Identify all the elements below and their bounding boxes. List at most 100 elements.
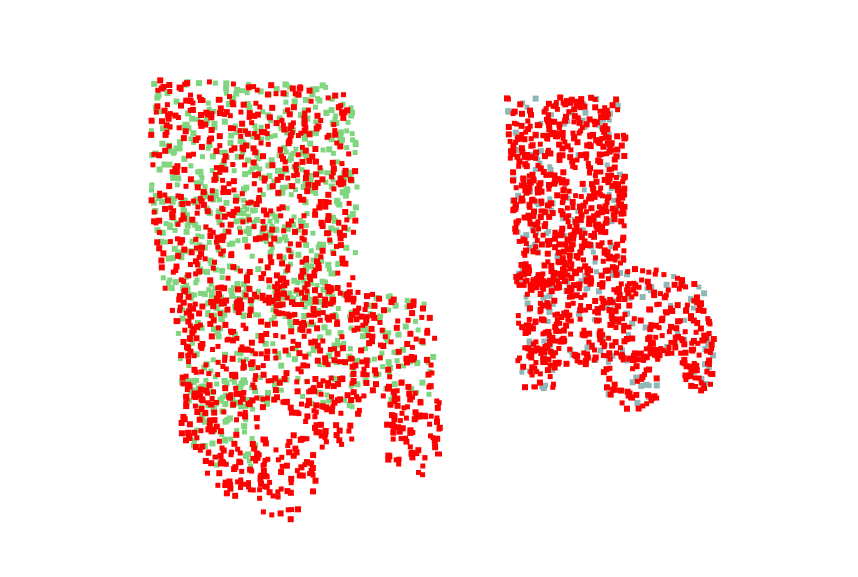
point (544, 238, 550, 244)
point (305, 321, 312, 328)
point (204, 117, 210, 124)
point (512, 225, 519, 232)
point (347, 346, 353, 352)
point (198, 250, 205, 257)
point (215, 325, 221, 331)
point (600, 258, 606, 264)
point (209, 168, 215, 173)
point (519, 149, 526, 156)
point (707, 321, 713, 327)
point (331, 357, 338, 364)
point (283, 99, 289, 105)
point (234, 417, 239, 423)
point (336, 229, 343, 236)
point (288, 475, 295, 482)
point (581, 257, 586, 263)
point (612, 268, 618, 274)
point (407, 396, 414, 403)
point (592, 347, 597, 353)
point (290, 452, 297, 459)
point (229, 212, 236, 219)
point (242, 236, 248, 243)
point (385, 359, 392, 366)
point (427, 383, 434, 390)
point (222, 153, 229, 160)
point (196, 268, 203, 275)
point (330, 214, 336, 221)
point (271, 396, 278, 403)
point (669, 350, 675, 356)
point (232, 492, 239, 499)
point (258, 124, 264, 130)
point (285, 443, 291, 449)
point (631, 316, 637, 322)
point (181, 166, 188, 173)
point (305, 181, 312, 188)
point (165, 112, 172, 119)
point (222, 312, 228, 318)
point (597, 347, 604, 354)
point (252, 388, 259, 394)
point (229, 376, 235, 382)
point (322, 435, 328, 441)
point (285, 221, 292, 228)
point (371, 302, 378, 309)
point (276, 253, 283, 260)
point (549, 352, 556, 359)
point (238, 403, 245, 410)
point (339, 441, 345, 447)
point (208, 460, 215, 467)
point (213, 305, 220, 312)
point (596, 151, 603, 158)
point (263, 239, 269, 245)
point (564, 309, 569, 315)
point (424, 329, 431, 336)
point (337, 330, 344, 337)
point (290, 299, 296, 305)
point (615, 303, 621, 310)
point (364, 328, 371, 335)
point (614, 288, 621, 295)
point (254, 454, 261, 461)
point (258, 318, 265, 325)
point (246, 269, 253, 275)
point (257, 104, 263, 110)
point (237, 411, 243, 417)
point (240, 101, 247, 108)
point (634, 378, 640, 384)
point (289, 218, 294, 224)
point (611, 164, 618, 171)
point (620, 357, 626, 363)
point (204, 268, 210, 275)
point (363, 357, 370, 364)
point (178, 420, 185, 426)
point (527, 179, 534, 186)
point (521, 237, 528, 244)
point (573, 102, 580, 109)
point (569, 158, 576, 165)
point (186, 433, 192, 440)
point (157, 77, 164, 84)
point (327, 237, 333, 243)
point (260, 371, 267, 378)
point (296, 302, 302, 307)
point (577, 307, 584, 314)
point (325, 329, 332, 336)
point (201, 364, 208, 371)
point (596, 204, 602, 210)
point (618, 387, 625, 394)
point (646, 334, 653, 341)
point (260, 363, 266, 369)
point (578, 278, 584, 284)
right-chair-point-cloud (504, 94, 717, 412)
point (317, 241, 322, 247)
point (156, 245, 163, 252)
point (336, 220, 342, 226)
point (707, 350, 713, 355)
point (172, 112, 179, 119)
point (314, 258, 320, 265)
point (215, 244, 221, 250)
point (519, 369, 525, 375)
point (626, 355, 633, 362)
point (261, 271, 267, 277)
